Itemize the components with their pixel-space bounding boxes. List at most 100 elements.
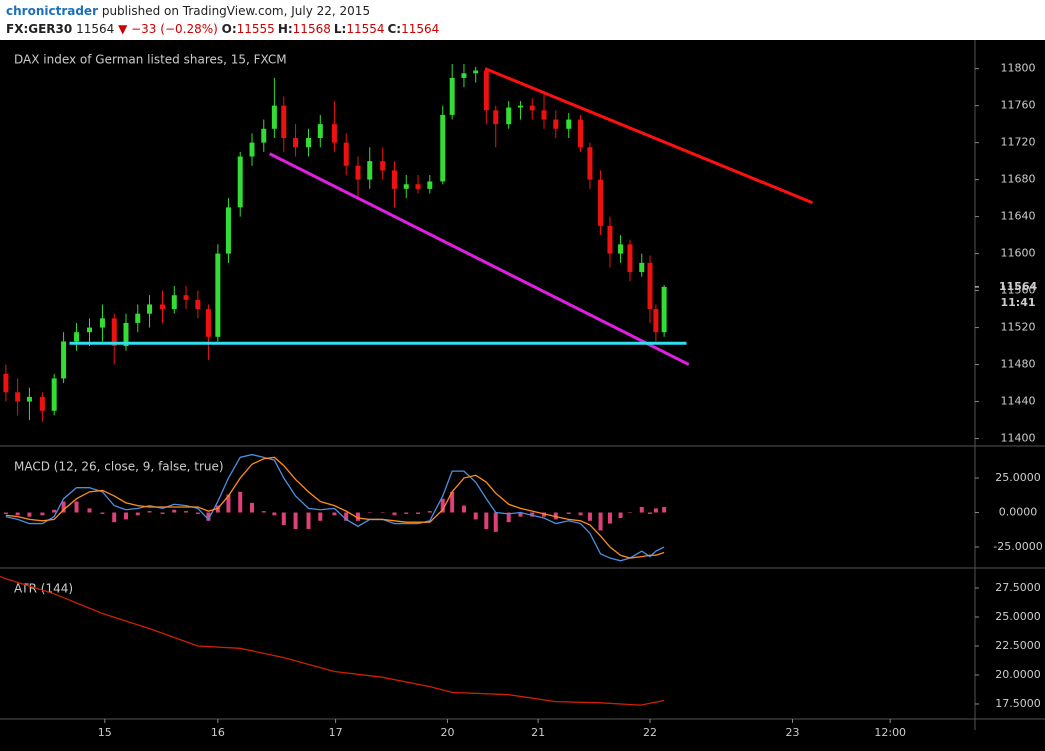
pane-title: DAX index of German listed shares, 15, F… — [14, 53, 287, 67]
quote-line: FX:GER30 11564 ▼ −33 (−0.28%) O:11555 H:1… — [6, 22, 442, 36]
histogram-bar — [184, 511, 189, 513]
y-tick-label: 11640 — [1001, 210, 1036, 223]
macd-line — [5, 456, 665, 559]
candle-body — [343, 142, 349, 166]
candle-body — [331, 124, 337, 143]
candle-body — [367, 161, 373, 180]
y-tick-label: 27.5000 — [995, 581, 1041, 594]
histogram-bar — [578, 512, 583, 516]
candle-body — [183, 295, 189, 300]
candle-body — [123, 322, 129, 347]
histogram-bar — [440, 498, 445, 513]
candle-body — [415, 184, 421, 189]
candle-body — [647, 262, 653, 310]
candle-body — [403, 184, 409, 189]
ohlc-label: H: — [277, 22, 293, 36]
histogram-bar — [160, 512, 165, 514]
candle-body — [51, 378, 57, 411]
candle-body — [215, 253, 221, 337]
candle-body — [517, 105, 523, 108]
histogram-bar — [195, 512, 200, 514]
x-tick-label: 22 — [643, 726, 657, 739]
histogram-bar — [639, 507, 644, 513]
change: ▼ −33 (−0.28%) — [118, 22, 218, 36]
histogram-bar — [566, 512, 571, 514]
histogram-bar — [87, 508, 92, 513]
y-tick-label: 11480 — [1001, 358, 1036, 371]
y-tick-label: 11520 — [1001, 321, 1036, 334]
candle-body — [3, 373, 9, 393]
histogram-bar — [542, 512, 547, 517]
histogram-bar — [318, 512, 323, 521]
histogram-bar — [484, 512, 489, 530]
user[interactable]: chronictrader — [6, 4, 98, 18]
y-tick-label: 11600 — [1001, 247, 1036, 260]
candle-body — [281, 105, 287, 139]
y-tick-label: 11680 — [1001, 173, 1036, 186]
y-tick-label: 22.5000 — [995, 639, 1041, 652]
histogram-bar — [249, 502, 254, 513]
candle-body — [306, 138, 312, 148]
histogram-bar — [15, 512, 20, 516]
histogram-bar — [40, 512, 45, 516]
histogram-bar — [607, 512, 612, 524]
trend-line — [268, 152, 690, 366]
trend-line — [484, 67, 814, 205]
candle-body — [86, 327, 92, 333]
histogram-bar — [416, 512, 421, 514]
last-price: 11564 — [999, 280, 1038, 293]
candle-body — [473, 70, 479, 74]
candle-body — [449, 77, 455, 115]
y-tick-label: 11720 — [1001, 136, 1036, 149]
histogram-bar — [530, 512, 535, 517]
candle-body — [249, 142, 255, 157]
histogram-bar — [506, 512, 511, 523]
candle-body — [553, 119, 559, 129]
candle-body — [39, 396, 45, 411]
price: 11564 — [76, 22, 115, 36]
ohlc-label: O: — [221, 22, 237, 36]
histogram-bar — [261, 511, 266, 513]
y-tick-label: 11760 — [1001, 99, 1036, 112]
x-tick-label: 20 — [440, 726, 454, 739]
y-tick-label: 17.5000 — [995, 697, 1041, 710]
candle-body — [639, 262, 645, 273]
candle-body — [566, 119, 572, 129]
x-tick-label: 17 — [329, 726, 343, 739]
candle-body — [271, 105, 277, 129]
countdown: 11:41 — [1000, 296, 1035, 309]
candle-body — [440, 114, 446, 182]
histogram-bar — [281, 512, 286, 525]
candle-body — [135, 313, 141, 323]
x-tick-label: 16 — [211, 726, 225, 739]
histogram-bar — [662, 507, 667, 513]
candle-body — [205, 309, 211, 337]
header: chronictrader published on TradingView.c… — [0, 0, 1045, 40]
ohlc: O:11555 H:11568 L:11554 C:11564 — [222, 22, 443, 36]
histogram-bar — [52, 509, 57, 513]
candle-body — [391, 170, 397, 189]
candle-body — [26, 396, 32, 402]
candle-body — [160, 304, 165, 310]
histogram-bar — [404, 512, 409, 514]
histogram-bar — [272, 512, 277, 516]
histogram-bar — [355, 512, 360, 521]
pane-title: MACD (12, 26, close, 9, false, true) — [14, 460, 224, 474]
candle-body — [237, 156, 243, 208]
histogram-bar — [27, 512, 32, 517]
candle-body — [427, 181, 433, 189]
candle-body — [506, 107, 512, 125]
symbol: FX:GER30 — [6, 22, 73, 36]
candle-body — [541, 110, 547, 120]
candle-body — [61, 341, 67, 379]
candle-body — [483, 70, 489, 111]
macd-line — [5, 453, 665, 562]
x-tick-label: 12:00 — [874, 726, 906, 739]
candle-body — [653, 309, 659, 333]
candle-body — [317, 124, 323, 139]
candle-body — [618, 244, 624, 254]
candle-body — [380, 161, 386, 171]
histogram-bar — [100, 512, 105, 514]
histogram-bar — [293, 512, 298, 530]
